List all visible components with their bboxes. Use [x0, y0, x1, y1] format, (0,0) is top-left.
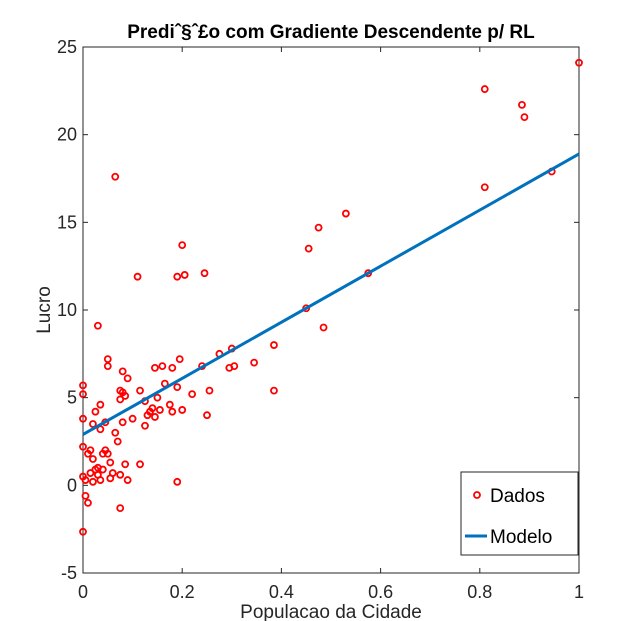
- y-axis-label: Lucro: [34, 286, 55, 334]
- y-tick-label: 5: [67, 388, 77, 408]
- data-point: [81, 491, 90, 500]
- data-point: [180, 271, 189, 279]
- data-point: [518, 100, 526, 109]
- data-point: [111, 428, 120, 437]
- y-axis-ticks: -5 0 5 10 15 20 25: [57, 37, 579, 583]
- data-point: [118, 367, 127, 376]
- x-tick-label: 0.8: [467, 582, 492, 602]
- data-point: [250, 358, 259, 367]
- data-point: [148, 404, 157, 413]
- legend-modelo-label: Modelo: [490, 527, 552, 548]
- data-point: [108, 469, 117, 477]
- data-point: [575, 58, 583, 67]
- data-point: [98, 465, 107, 474]
- data-point: [79, 390, 87, 399]
- data-point: [116, 470, 125, 479]
- data-point: [141, 421, 149, 430]
- data-point: [84, 498, 92, 507]
- x-tick-label: 1: [574, 582, 584, 602]
- x-tick-label: 0.6: [368, 582, 393, 602]
- x-tick-label: 0.4: [269, 582, 294, 602]
- data-point: [136, 460, 144, 469]
- data-point: [270, 386, 278, 395]
- data-point: [89, 420, 97, 428]
- x-tick-label: 0.2: [170, 582, 195, 602]
- data-point: [103, 449, 112, 458]
- data-point: [118, 418, 127, 427]
- data-point: [89, 477, 97, 486]
- x-tick-label: 0: [78, 582, 88, 602]
- y-tick-label: 25: [57, 37, 77, 57]
- data-point: [151, 413, 159, 421]
- y-tick-label: 0: [67, 475, 77, 495]
- data-point: [173, 383, 182, 392]
- plot-area: [79, 46, 583, 574]
- data-point: [480, 183, 489, 192]
- data-point: [200, 269, 209, 278]
- data-point: [341, 209, 350, 218]
- data-point: [319, 323, 328, 332]
- data-point: [133, 272, 142, 281]
- data-point: [520, 113, 529, 122]
- data-point: [178, 241, 187, 250]
- y-tick-label: 15: [57, 212, 77, 232]
- data-point: [178, 406, 187, 414]
- model-line: [82, 152, 580, 436]
- data-point: [116, 504, 125, 513]
- y-tick-label: -5: [61, 563, 77, 583]
- data-point: [153, 393, 162, 402]
- data-point: [304, 244, 313, 253]
- data-point: [123, 476, 132, 484]
- data-point: [121, 392, 130, 400]
- data-point: [136, 386, 144, 395]
- data-point: [111, 172, 120, 181]
- data-point: [113, 437, 122, 446]
- data-point: [270, 341, 278, 349]
- data-point: [165, 400, 174, 409]
- data-point: [79, 442, 87, 451]
- data-point: [173, 477, 182, 486]
- data-point: [128, 414, 137, 423]
- data-point: [89, 455, 97, 463]
- data-point: [96, 400, 105, 409]
- data-point: [203, 411, 211, 420]
- data-point: [79, 381, 87, 390]
- data-point: [168, 407, 177, 416]
- legend-box: [460, 471, 579, 556]
- data-point: [230, 362, 239, 371]
- data-point: [188, 390, 197, 399]
- data-point: [121, 460, 130, 469]
- x-axis-ticks: 0 0.2 0.4 0.6 0.8 1: [78, 47, 584, 602]
- y-tick-label: 20: [57, 125, 77, 145]
- chart-title: Prediˆ§ˆ£o com Gradiente Descendente p/ …: [127, 22, 535, 43]
- legend: Dados Modelo: [460, 471, 579, 556]
- data-point: [123, 374, 132, 383]
- data-point: [168, 363, 177, 372]
- data-point: [116, 395, 125, 404]
- data-point: [106, 458, 115, 467]
- data-point: [86, 446, 95, 455]
- data-point: [314, 223, 323, 232]
- data-point: [79, 414, 87, 423]
- data-point: [103, 362, 112, 371]
- data-point: [86, 469, 95, 477]
- data-point: [205, 386, 214, 395]
- legend-dados-marker: [473, 491, 481, 499]
- data-point: [175, 355, 184, 363]
- data-point: [480, 85, 489, 93]
- data-point: [158, 362, 167, 371]
- y-tick-label: 10: [57, 300, 77, 320]
- legend-dados-label: Dados: [490, 486, 545, 507]
- data-point: [155, 406, 164, 414]
- data-point: [93, 321, 102, 330]
- data-point: [151, 363, 159, 372]
- data-point: [79, 527, 87, 536]
- data-point: [103, 355, 112, 363]
- x-axis-label: Populacao da Cidade: [240, 602, 422, 621]
- data-point: [81, 476, 90, 484]
- data-point: [173, 272, 182, 281]
- data-point: [96, 476, 105, 484]
- data-point: [91, 407, 100, 416]
